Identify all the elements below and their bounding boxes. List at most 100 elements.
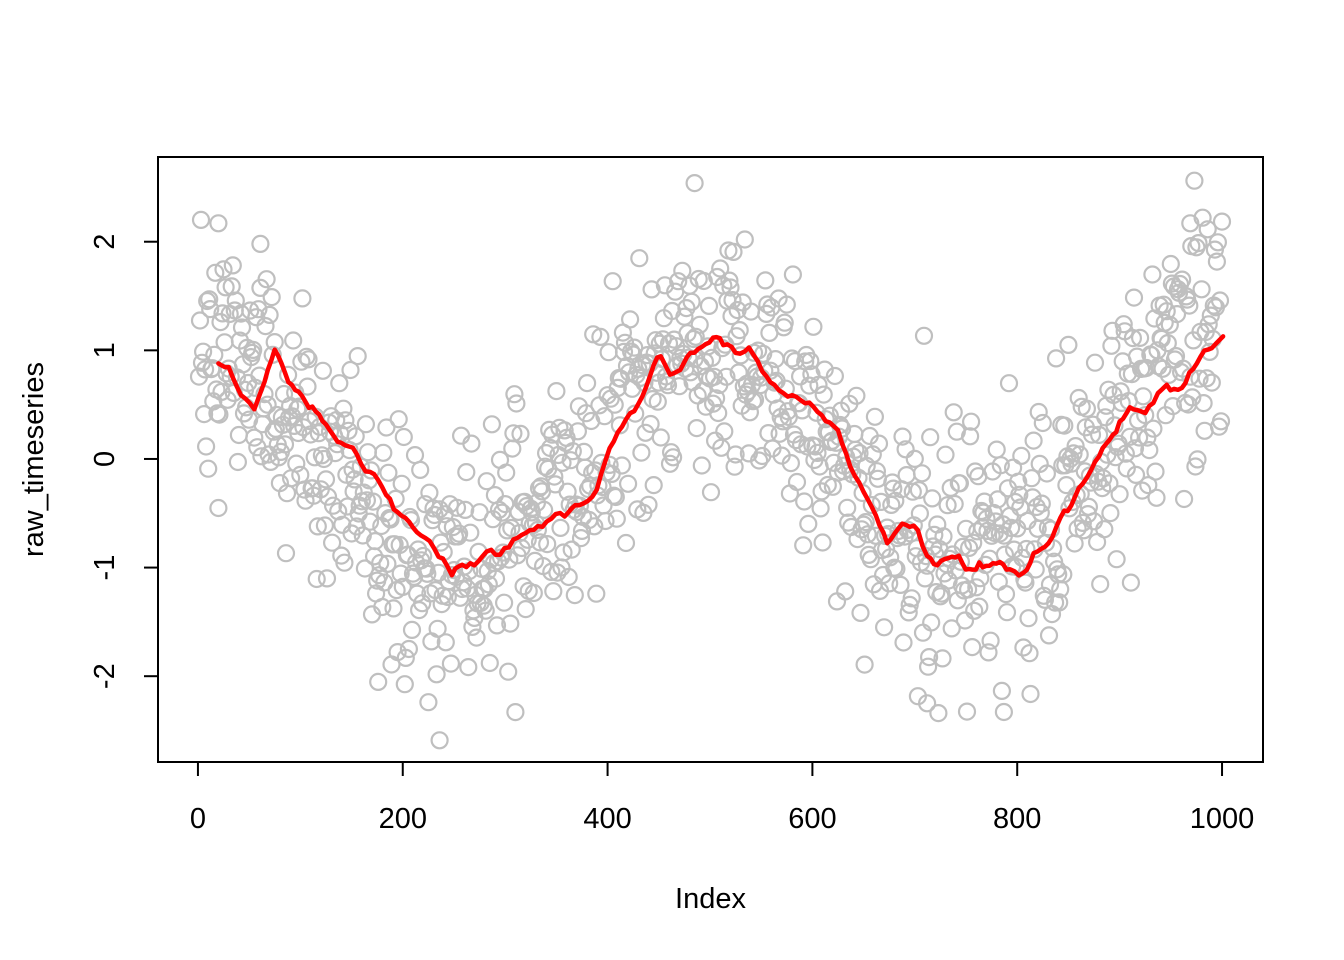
scatter-point xyxy=(1174,489,1194,509)
scatter-point xyxy=(909,481,929,500)
scatter-point xyxy=(612,456,632,475)
scatter-point xyxy=(966,462,985,481)
scatter-point xyxy=(364,492,383,511)
scatter-point xyxy=(874,618,894,637)
x-tick-label: 1000 xyxy=(1190,803,1255,835)
scatter-point xyxy=(869,434,889,453)
scatter-point xyxy=(522,503,541,522)
scatter-point xyxy=(775,313,794,332)
scatter-point xyxy=(530,533,550,552)
scatter-point xyxy=(507,394,526,413)
scatter-point xyxy=(614,342,634,361)
scatter-point xyxy=(965,601,984,620)
scatter-point xyxy=(721,278,740,297)
scatter-point xyxy=(997,603,1017,622)
scatter-point xyxy=(1194,394,1213,413)
scatter-point xyxy=(827,592,847,611)
scatter-point xyxy=(483,510,502,529)
scatter-point xyxy=(723,291,742,310)
scatter-point xyxy=(288,399,307,419)
scatter-point xyxy=(800,376,819,395)
scatter-point xyxy=(499,662,518,681)
scatter-point xyxy=(461,523,480,542)
scatter-point xyxy=(558,482,577,501)
scatter-point xyxy=(1133,481,1152,500)
x-axis: 0 200 400 600 800 1000 xyxy=(190,762,1254,835)
scatter-point xyxy=(655,276,675,295)
scatter-point xyxy=(679,348,698,367)
scatter-point xyxy=(315,516,334,535)
x-tick-label: 200 xyxy=(379,803,427,835)
scatter-point xyxy=(450,524,469,543)
scatter-point xyxy=(894,633,913,652)
scatter-point xyxy=(1094,469,1113,488)
scatter-point xyxy=(1186,457,1205,476)
scatter-point xyxy=(1020,644,1039,663)
scatter-point xyxy=(1138,428,1157,447)
scatter-point xyxy=(1024,431,1043,450)
scatter-point xyxy=(424,499,443,518)
scatter-point xyxy=(1117,459,1136,478)
scatter-point xyxy=(516,599,535,619)
scatter-point xyxy=(652,349,672,369)
scatter-point xyxy=(605,395,624,414)
scatter-point xyxy=(1064,444,1083,463)
scatter-point xyxy=(1110,485,1129,504)
scatter-point xyxy=(1039,626,1059,645)
scatter-point xyxy=(329,502,348,521)
scatter-point xyxy=(1181,214,1200,233)
scatter-point xyxy=(393,577,412,597)
scatter-point xyxy=(1037,464,1057,483)
scatter-point xyxy=(215,333,234,352)
scatter-point xyxy=(228,452,247,472)
scatter-point xyxy=(715,422,734,441)
scatter-point xyxy=(1100,474,1119,493)
scatter-point xyxy=(190,311,210,330)
scatter-point xyxy=(934,527,953,546)
scatter-point xyxy=(545,467,564,486)
scatter-point xyxy=(1066,437,1085,456)
scatter-point xyxy=(467,628,486,647)
scatter-point xyxy=(191,210,211,229)
scatter-point xyxy=(205,345,224,364)
scatter-point xyxy=(1207,252,1227,271)
scatter-point xyxy=(389,410,408,429)
scatter-point xyxy=(607,509,626,528)
scatter-point xyxy=(305,448,324,467)
scatter-point xyxy=(616,533,636,553)
scatter-point xyxy=(902,589,921,608)
scatter-point xyxy=(561,451,580,470)
scatter-point xyxy=(214,260,233,279)
scatter-point xyxy=(262,288,281,307)
scatter-point xyxy=(245,428,264,447)
scatter-point xyxy=(987,440,1006,459)
scatter-point xyxy=(524,583,543,603)
x-tick-label: 600 xyxy=(788,803,836,835)
scatter-point xyxy=(259,445,278,464)
scatter-point xyxy=(585,517,604,536)
scatter-point xyxy=(256,317,275,336)
scatter-point xyxy=(377,418,396,437)
scatter-point xyxy=(915,569,935,588)
scatter-point xyxy=(436,633,455,652)
scatter-point xyxy=(964,533,983,552)
scatter-point xyxy=(1202,373,1221,392)
scatter-point xyxy=(427,665,446,684)
scatter-point xyxy=(462,434,481,453)
scatter-point xyxy=(456,500,475,519)
y-axis: -2 -1 0 1 2 xyxy=(89,234,158,689)
scatter-point xyxy=(391,564,410,583)
scatter-point xyxy=(1183,388,1202,407)
scatter-point xyxy=(1010,485,1029,504)
scatter-point xyxy=(223,256,242,275)
scatter-point xyxy=(899,603,918,622)
x-tick-label: 400 xyxy=(583,803,631,835)
scatter-point xyxy=(861,550,880,569)
scatter-point xyxy=(813,533,832,552)
scatter-point xyxy=(891,575,910,595)
scatter-point xyxy=(720,271,739,290)
scatter-point xyxy=(535,457,555,476)
scatter-point xyxy=(979,643,998,662)
scatter-point xyxy=(918,657,938,676)
scatter-point xyxy=(257,270,276,289)
